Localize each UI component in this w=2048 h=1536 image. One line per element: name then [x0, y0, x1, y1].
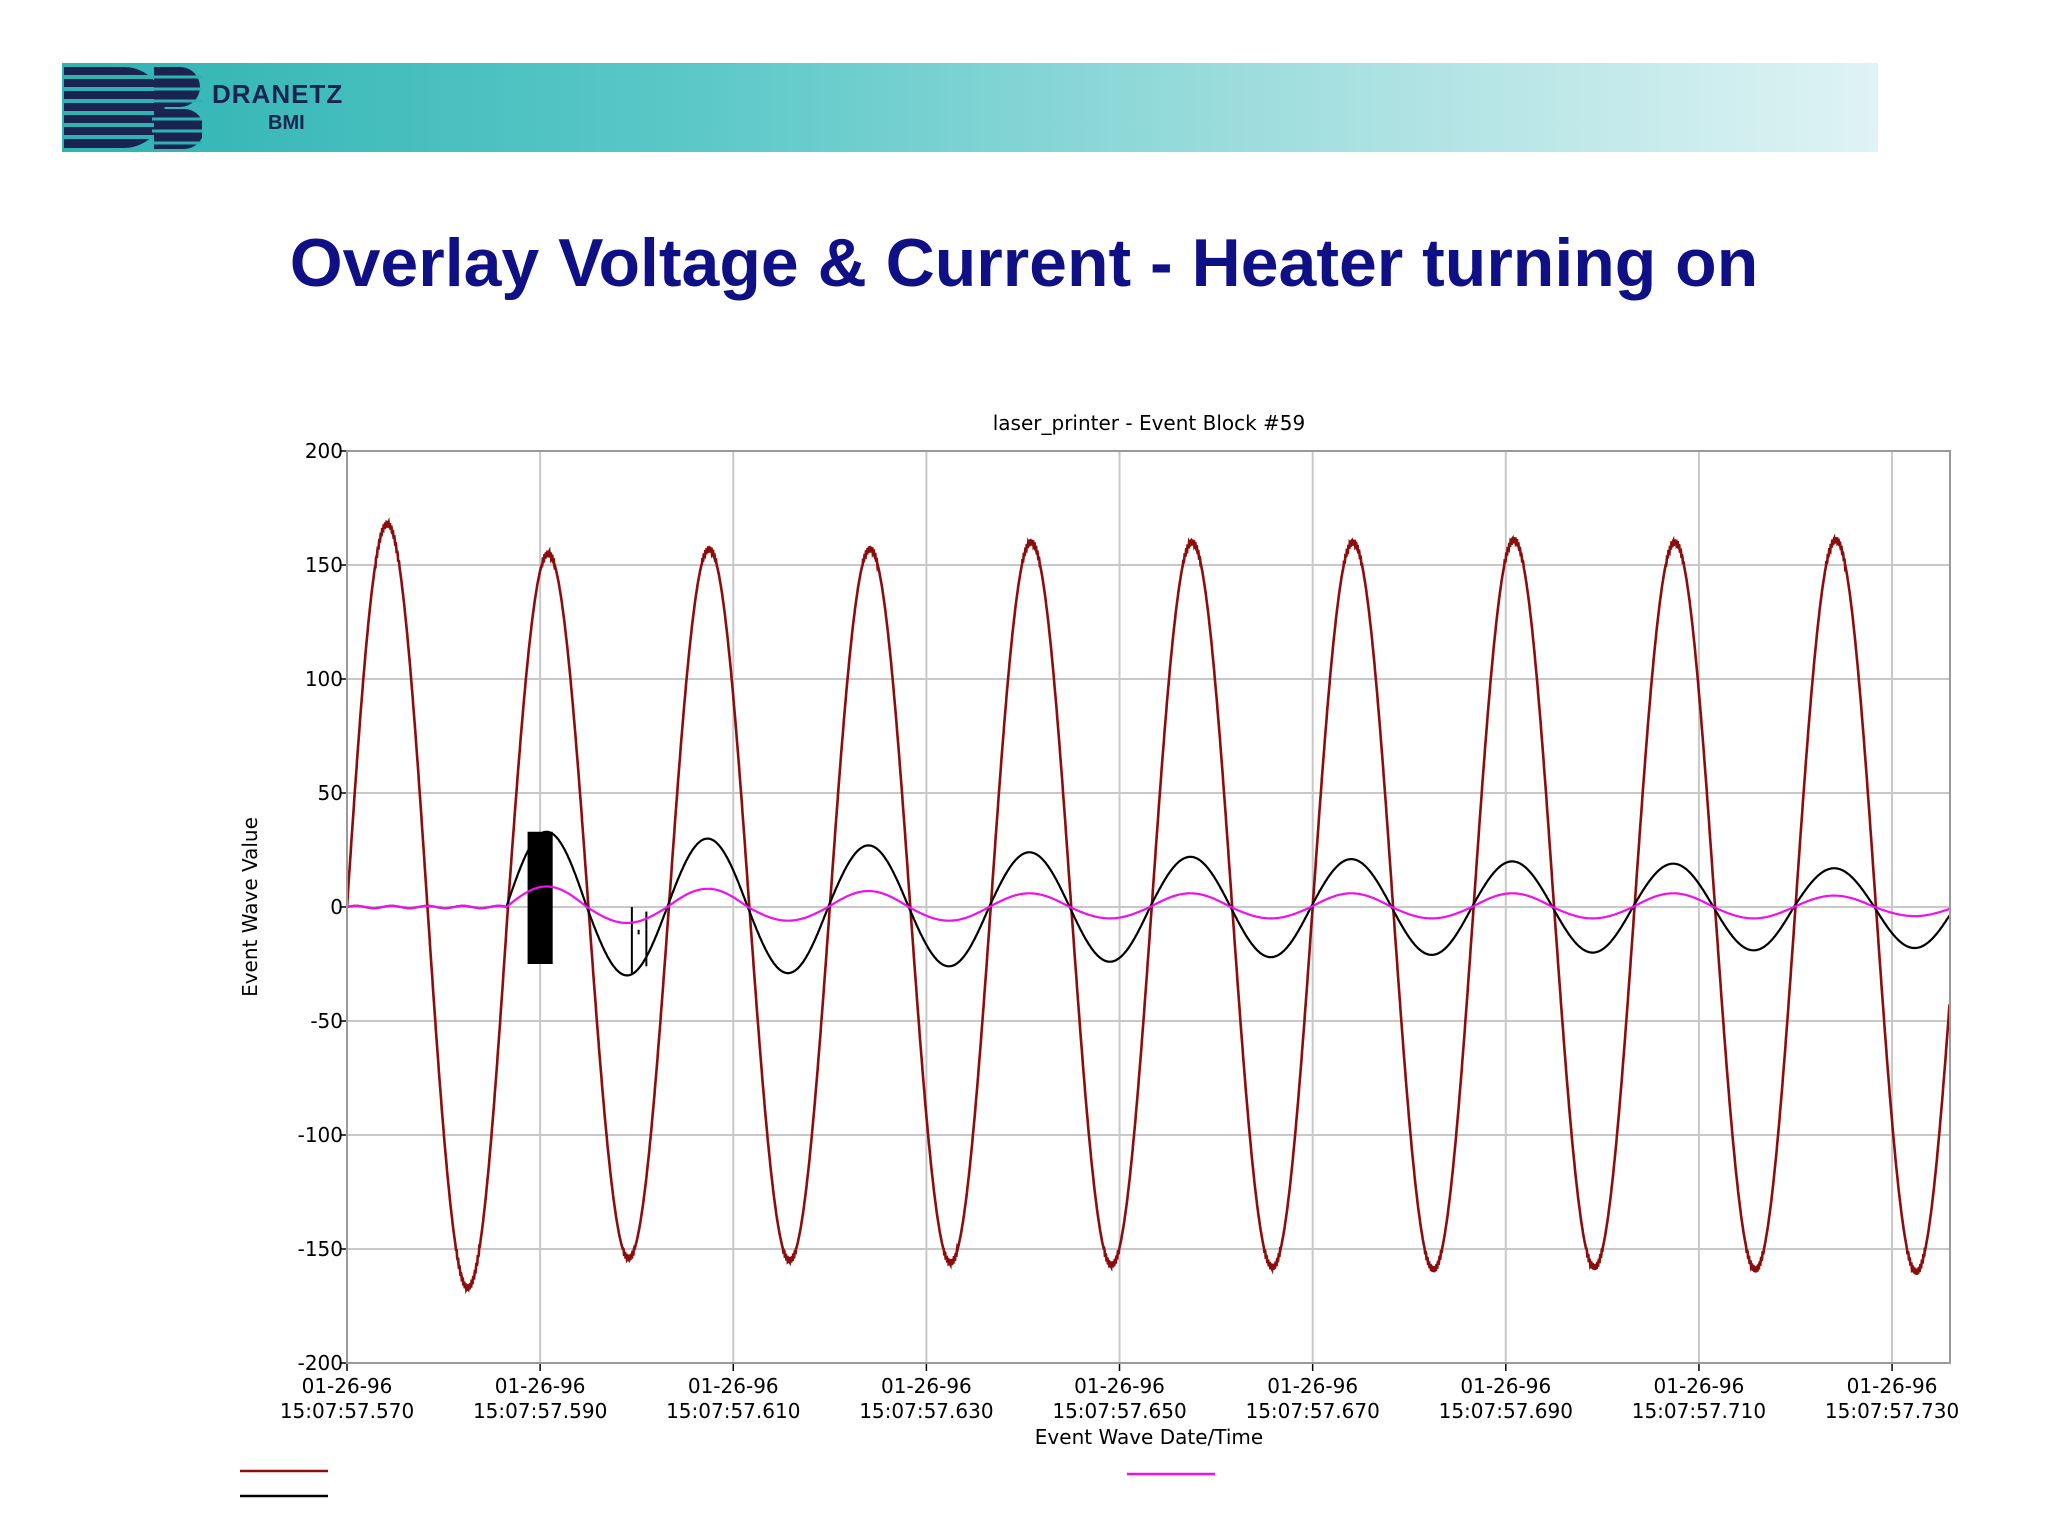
- x-tick-date: 01-26-96: [1654, 1374, 1745, 1398]
- x-tick-time: 15:07:57.610: [666, 1399, 800, 1423]
- x-tick-time: 15:07:57.670: [1245, 1399, 1379, 1423]
- logo-name: DRANETZ: [212, 79, 344, 109]
- y-tick-label: 200: [305, 439, 343, 463]
- x-tick-date: 01-26-96: [495, 1374, 586, 1398]
- x-axis-ticks: 01-26-9615:07:57.57001-26-9615:07:57.590…: [280, 1363, 1959, 1423]
- y-axis-ticks: 200 150 100 50 0 -50 -100 -150 -200: [298, 439, 347, 1375]
- x-tick-date: 01-26-96: [1460, 1374, 1551, 1398]
- x-tick-time: 15:07:57.690: [1439, 1399, 1573, 1423]
- y-tick-label: -200: [298, 1351, 343, 1375]
- x-tick-date: 01-26-96: [1847, 1374, 1938, 1398]
- header-banner: DRANETZ BMI: [62, 63, 1878, 152]
- y-tick-label: -100: [298, 1123, 343, 1147]
- current-burst-mark: [527, 831, 553, 964]
- x-tick-time: 15:07:57.650: [1052, 1399, 1186, 1423]
- x-tick-date: 01-26-96: [1074, 1374, 1165, 1398]
- x-tick-date: 01-26-96: [881, 1374, 972, 1398]
- x-tick-date: 01-26-96: [1267, 1374, 1358, 1398]
- logo-subtitle: BMI: [268, 112, 305, 134]
- y-tick-label: 150: [305, 553, 343, 577]
- y-axis-label: Event Wave Value: [238, 817, 262, 997]
- chart-legend: [240, 1469, 1215, 1498]
- chart-series: [345, 517, 1951, 1295]
- x-tick-time: 15:07:57.710: [1632, 1399, 1766, 1423]
- slide-title: Overlay Voltage & Current - Heater turni…: [289, 225, 1759, 301]
- series-line-3: [346, 885, 1950, 925]
- x-tick-time: 15:07:57.730: [1825, 1399, 1959, 1423]
- x-axis-label: Event Wave Date/Time: [1035, 1425, 1263, 1449]
- x-tick-time: 15:07:57.630: [859, 1399, 993, 1423]
- x-tick-date: 01-26-96: [688, 1374, 779, 1398]
- x-tick-date: 01-26-96: [302, 1374, 393, 1398]
- plot-frame: [346, 450, 1951, 1364]
- series-line-2: [346, 830, 1951, 977]
- series-line-1: [345, 517, 1951, 1295]
- x-tick-time: 15:07:57.590: [473, 1399, 607, 1423]
- y-tick-label: -50: [310, 1009, 343, 1033]
- y-tick-label: -150: [298, 1237, 343, 1261]
- dranetz-logo-icon: [62, 67, 202, 149]
- y-tick-label: 100: [305, 667, 343, 691]
- y-tick-label: 50: [318, 781, 343, 805]
- y-tick-label: 0: [330, 895, 343, 919]
- chart-title: laser_printer - Event Block #59: [993, 411, 1306, 435]
- x-tick-time: 15:07:57.570: [280, 1399, 414, 1423]
